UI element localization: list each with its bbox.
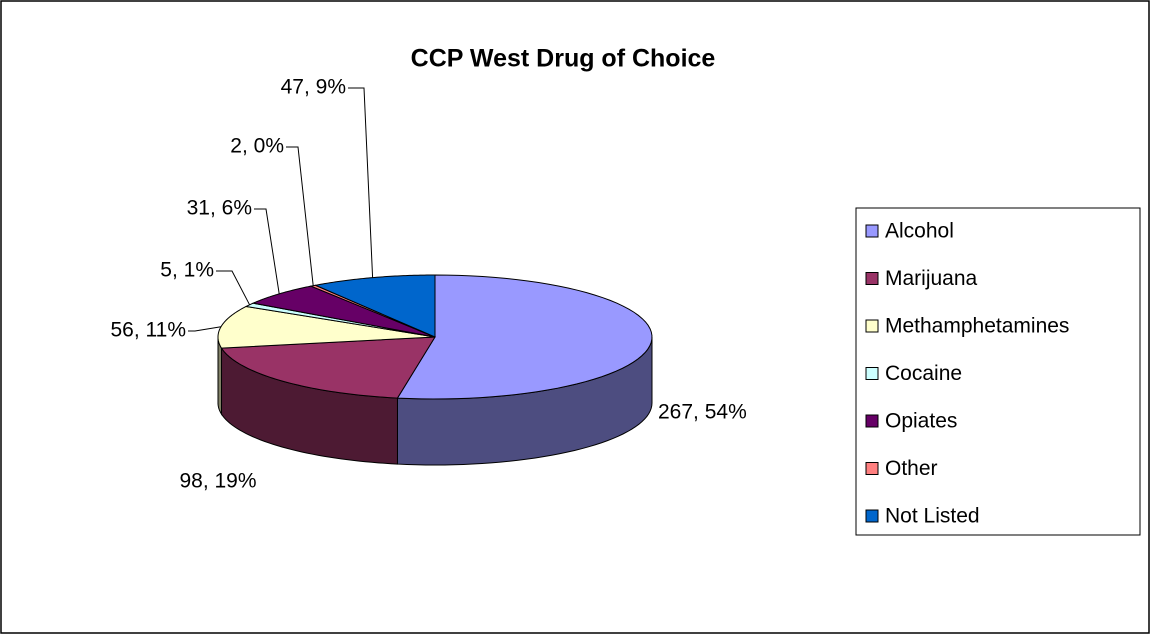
leader-line <box>254 208 280 294</box>
legend-box <box>855 207 1141 536</box>
data-label: 31, 6% <box>187 197 252 220</box>
legend-label: Other <box>885 457 938 480</box>
legend-swatch <box>865 224 879 238</box>
slice <box>251 285 436 338</box>
data-label: 47, 9% <box>281 76 346 99</box>
slice <box>396 274 653 400</box>
legend-swatch <box>865 319 879 333</box>
leader-line <box>348 87 374 278</box>
legend-label: Opiates <box>885 410 957 433</box>
data-label: 56, 11% <box>111 319 187 342</box>
legend-label: Not Listed <box>885 505 980 528</box>
leader-line <box>286 146 314 286</box>
legend-label: Alcohol <box>885 220 954 243</box>
legend-swatch <box>865 272 879 285</box>
legend-label: Methamphetamines <box>885 315 1069 338</box>
legend-swatch <box>865 509 879 523</box>
slice <box>220 336 436 399</box>
leader-line <box>188 326 222 332</box>
data-label: 98, 19% <box>179 470 256 493</box>
legend-label: Marijuana <box>885 267 978 290</box>
legend-label: Cocaine <box>885 362 962 385</box>
chart-title: CCP West Drug of Choice <box>411 45 716 73</box>
slice <box>217 305 436 349</box>
slice-side <box>217 337 223 416</box>
data-label: 5, 1% <box>160 259 214 282</box>
slice <box>313 274 436 338</box>
legend-swatch <box>865 414 879 428</box>
data-label: 2, 0% <box>230 135 284 158</box>
legend-swatch <box>865 367 879 380</box>
legend-swatch <box>865 462 879 475</box>
data-label: 267, 54% <box>658 401 747 424</box>
leader-line <box>216 270 251 306</box>
